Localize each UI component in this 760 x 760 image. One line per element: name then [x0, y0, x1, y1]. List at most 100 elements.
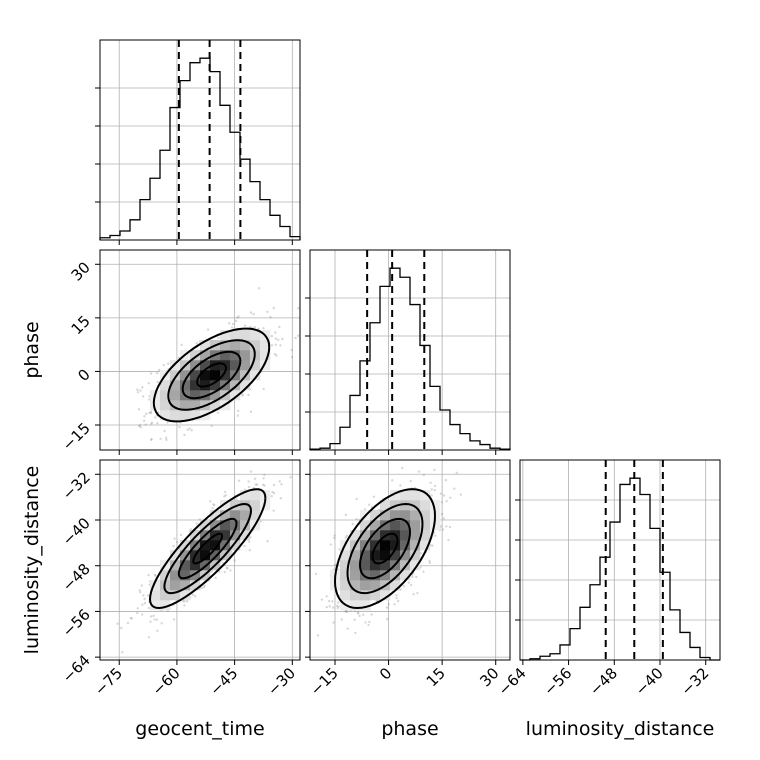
scatter-point: [155, 618, 159, 621]
density-cell: [360, 550, 371, 561]
x-tick-label-phase: 15: [423, 664, 449, 690]
scatter-point: [316, 634, 320, 637]
scatter-point: [126, 621, 130, 625]
scatter-point: [431, 544, 434, 547]
panel-frame: [309, 249, 511, 451]
x-axis-label-phase: phase: [381, 718, 438, 740]
scatter-point: [237, 315, 240, 318]
scatter-point: [137, 408, 141, 411]
density-cell: [360, 580, 371, 591]
scatter-point: [422, 473, 426, 477]
scatter-point: [407, 581, 410, 584]
density-cell: [190, 360, 201, 371]
panel-content: [136, 287, 300, 442]
scatter-point: [333, 536, 336, 540]
scatter-point: [159, 437, 162, 440]
scatter-point: [266, 310, 269, 314]
scatter-point: [270, 494, 273, 498]
scatter-point: [221, 561, 224, 565]
scatter-point: [149, 620, 152, 623]
density-cell: [400, 510, 411, 521]
scatter-point: [391, 479, 394, 482]
scatter-point: [433, 468, 436, 472]
scatter-point: [329, 543, 332, 546]
density-cell: [160, 390, 171, 401]
scatter-point: [344, 536, 348, 539]
density-cell: [260, 350, 271, 361]
scatter-point: [211, 506, 214, 510]
scatter-point: [172, 618, 176, 621]
density-cell: [390, 520, 401, 531]
scatter-point: [272, 491, 276, 495]
density-cell: [210, 400, 221, 411]
density-cell: [390, 490, 401, 501]
scatter-point: [395, 594, 398, 597]
scatter-point: [182, 599, 185, 603]
x-tick-label-luminosity_distance: −64: [495, 664, 530, 699]
density-cell: [190, 410, 201, 421]
density-cell: [380, 590, 391, 601]
x-tick-label-luminosity_distance: −56: [540, 664, 575, 699]
density-cell: [170, 590, 181, 601]
scatter-point: [415, 575, 418, 579]
density-cell: [340, 560, 351, 571]
scatter-point: [395, 596, 398, 600]
scatter-point: [231, 322, 235, 326]
scatter-point: [230, 551, 233, 554]
scatter-point: [331, 606, 335, 609]
contour-level-2: [163, 502, 252, 595]
density-cell: [220, 500, 231, 511]
scatter-point: [145, 412, 148, 416]
scatter-point: [185, 600, 189, 603]
density-cell: [230, 520, 241, 531]
scatter-point: [175, 540, 179, 544]
density-cell: [410, 550, 421, 561]
x-axis-label-geocent_time: geocent_time: [135, 718, 264, 740]
x-axis-label-luminosity_distance: luminosity_distance: [526, 718, 715, 740]
density-cell: [230, 380, 241, 391]
density-cell: [170, 370, 181, 381]
scatter-point: [249, 311, 253, 314]
density-cell: [370, 520, 381, 531]
scatter-point: [433, 484, 437, 488]
density-cell: [150, 400, 161, 411]
scatter-point: [368, 620, 371, 624]
scatter-point: [241, 394, 244, 397]
density-cell: [360, 520, 371, 531]
density-cell: [220, 510, 231, 521]
scatter-point: [136, 390, 140, 394]
density-cell: [180, 380, 191, 391]
density-cell: [180, 400, 191, 411]
scatter-point: [138, 423, 142, 427]
scatter-point: [399, 484, 402, 487]
scatter-point: [147, 382, 150, 385]
scatter-point: [274, 331, 277, 334]
y-axis-label-luminosity_distance: luminosity_distance: [21, 466, 43, 655]
density-cell: [200, 520, 211, 531]
scatter-point: [272, 306, 275, 310]
scatter-point: [166, 421, 169, 424]
scatter-point: [402, 584, 405, 588]
density-cell: [220, 350, 231, 361]
contour-level-0: [192, 532, 224, 565]
scatter-point: [243, 544, 246, 548]
density-cell: [210, 390, 221, 401]
scatter-point: [153, 573, 157, 577]
scatter-point: [229, 569, 232, 572]
density-cell: [190, 400, 201, 411]
density-cell: [200, 370, 211, 381]
scatter-point: [183, 433, 186, 436]
scatter-point: [411, 575, 414, 579]
scatter-point: [459, 493, 463, 496]
scatter-point: [263, 473, 266, 477]
scatter-point: [217, 336, 220, 340]
scatter-point: [129, 616, 132, 620]
scatter-point: [148, 411, 151, 415]
scatter-point: [247, 393, 250, 397]
scatter-point: [144, 423, 147, 426]
density-cell: [200, 380, 211, 391]
density-cell: [260, 340, 271, 351]
scatter-point: [223, 495, 226, 498]
scatter-point: [328, 605, 331, 608]
density-cell: [200, 550, 211, 561]
